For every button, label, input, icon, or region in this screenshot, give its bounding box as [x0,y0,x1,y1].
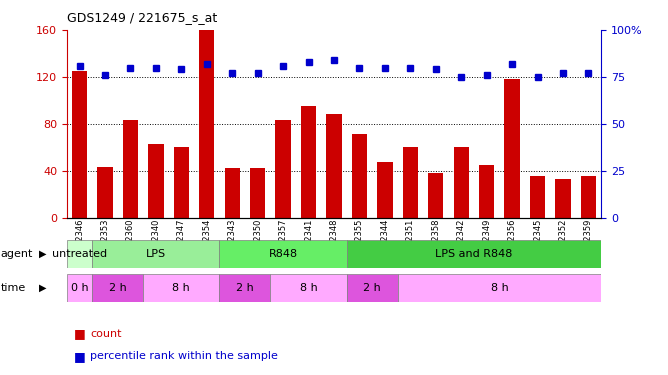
Bar [92,274,143,302]
Bar [224,168,240,217]
Text: 2 h: 2 h [109,283,126,293]
Bar [67,274,92,302]
Bar [250,168,265,217]
Bar [347,240,601,268]
Text: ■: ■ [73,327,86,340]
Text: 8 h: 8 h [490,283,508,293]
Text: 8 h: 8 h [300,283,317,293]
Bar [504,79,520,218]
Bar [199,30,214,217]
Text: percentile rank within the sample: percentile rank within the sample [90,351,278,361]
Text: ▶: ▶ [39,283,46,293]
Bar [148,144,164,218]
Bar [67,240,92,268]
Bar [479,165,494,218]
Bar [403,147,418,218]
Text: LPS and R848: LPS and R848 [436,249,512,259]
Text: GDS1249 / 221675_s_at: GDS1249 / 221675_s_at [67,11,217,24]
Bar [220,274,271,302]
Bar [271,274,347,302]
Bar [275,120,291,218]
Bar [220,240,347,268]
Text: LPS: LPS [146,249,166,259]
Bar [174,147,189,218]
Text: 2 h: 2 h [236,283,254,293]
Bar [347,274,397,302]
Bar [92,240,220,268]
Bar [555,179,570,218]
Bar [581,177,596,218]
Bar [377,162,393,218]
Text: ▶: ▶ [39,249,46,259]
Text: 0 h: 0 h [71,283,88,293]
Text: 2 h: 2 h [363,283,381,293]
Text: ■: ■ [73,350,86,363]
Bar [530,177,545,218]
Bar [301,106,316,218]
Text: R848: R848 [269,249,298,259]
Bar [98,167,113,217]
Bar [123,120,138,218]
Bar [72,71,87,217]
Text: 8 h: 8 h [172,283,190,293]
Bar [428,173,444,217]
Bar [397,274,601,302]
Text: untreated: untreated [52,249,107,259]
Bar [454,147,469,218]
Bar [327,114,341,218]
Text: count: count [90,329,122,339]
Text: agent: agent [1,249,33,259]
Bar [143,274,220,302]
Text: time: time [1,283,26,293]
Bar [352,134,367,218]
